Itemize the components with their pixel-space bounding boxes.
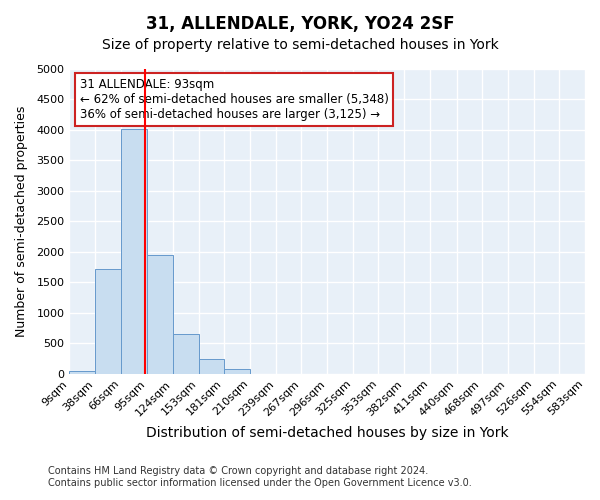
Bar: [199, 359, 224, 374]
Text: Contains HM Land Registry data © Crown copyright and database right 2024.
Contai: Contains HM Land Registry data © Crown c…: [48, 466, 472, 487]
Bar: [95, 269, 121, 374]
Bar: [70, 371, 95, 374]
Text: 31, ALLENDALE, YORK, YO24 2SF: 31, ALLENDALE, YORK, YO24 2SF: [146, 15, 454, 33]
Text: Size of property relative to semi-detached houses in York: Size of property relative to semi-detach…: [101, 38, 499, 52]
Bar: [173, 334, 199, 374]
Bar: [224, 370, 250, 374]
X-axis label: Distribution of semi-detached houses by size in York: Distribution of semi-detached houses by …: [146, 426, 508, 440]
Text: 31 ALLENDALE: 93sqm
← 62% of semi-detached houses are smaller (5,348)
36% of sem: 31 ALLENDALE: 93sqm ← 62% of semi-detach…: [80, 78, 389, 121]
Y-axis label: Number of semi-detached properties: Number of semi-detached properties: [15, 106, 28, 337]
Bar: [121, 130, 146, 374]
Bar: [146, 255, 173, 374]
